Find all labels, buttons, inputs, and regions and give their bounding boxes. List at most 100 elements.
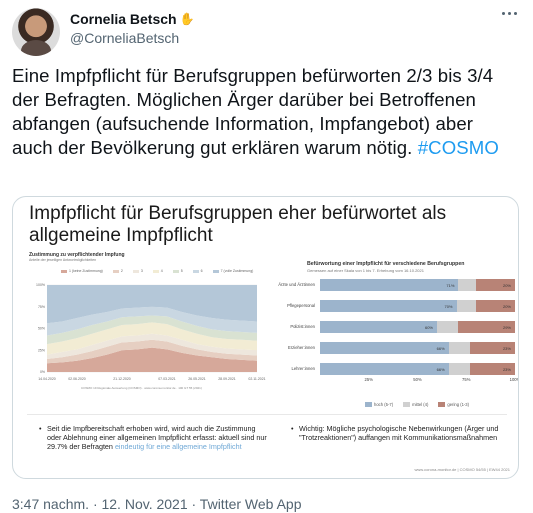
tweet-media-image[interactable]: Impfpflicht für Berufsgruppen eher befür… [12,196,519,479]
left-chart-area-series-2 [47,339,257,364]
right-chart-legend-item: gering (1-3) [438,402,469,408]
author-name[interactable]: Cornelia Betsch [70,11,177,27]
left-chart-x-tick: 26.05.2021 [188,377,206,381]
right-chart-data-label: 23% [502,367,511,372]
right-chart-data-label: 66% [436,346,445,351]
right-chart-bar-segment [448,342,471,354]
left-chart-x-tick: 14.04.2020 [38,377,56,381]
right-chart-bar-segment: 23% [470,363,515,375]
right-chart-data-label: 70% [444,304,453,309]
right-chart-x-tick: 75% [462,377,471,382]
right-chart-x-tick: 50% [413,377,422,382]
right-chart-bar-segment: 20% [476,300,515,312]
left-chart-x-tick: 07.03.2021 [158,377,176,381]
left-chart-legend-item: 5 [172,269,183,273]
right-chart-subtitle: Gemessen auf einer Skala von 1 bis 7. Er… [307,268,424,273]
right-chart-data-label: 66% [436,367,445,372]
left-chart-x-tick: 28.09.2021 [218,377,236,381]
bullet-icon: • [291,424,294,433]
left-chart-legend-item: 4 [152,269,163,273]
right-chart-legend-item: hoch (5-7) [365,402,393,408]
left-chart-y-tick: 25% [38,348,45,352]
left-note: • Seit die Impfbereitschaft erhoben wird,… [39,424,267,451]
right-bar-chart: Befürwortung einer Impfpflicht für versc… [275,252,518,412]
avatar[interactable] [12,8,60,56]
left-chart-title: Zustimmung zu verpflichtender Impfung [29,252,125,258]
right-chart-category-label: Lehrer:innen [291,366,315,371]
left-area-chart: Zustimmung zu verpflichtender Impfung An… [21,252,266,392]
right-chart-data-label: 60% [424,325,433,330]
right-chart-bar: 60% 29% [320,321,515,333]
author-block: Cornelia Betsch ✋ @CorneliaBetsch [70,10,195,47]
left-chart-legend-item: 3 [132,269,143,273]
left-chart-legend-item: 6 [192,269,203,273]
right-chart-bar-segment [456,300,476,312]
left-chart-x-tick: 02.11.2021 [248,377,266,381]
left-chart-legend-item: 7 (volle Zustimmung) [212,269,253,273]
left-chart-legend: 1 (keine Zustimmung) 2 3 4 5 6 7 (volle Zustim… [61,269,253,273]
right-chart-x-axis: 25% 50% 75% 100% [320,377,518,383]
left-chart-plot: 0% 25% 50% 75% 100% [36,283,257,374]
left-chart-area-series-4 [47,322,257,355]
right-chart-category-label: Polizist:innen [290,324,315,329]
right-chart-data-label: 20% [502,304,511,309]
right-chart-data-label: 23% [502,346,511,351]
vulcan-salute-icon: ✋ [179,12,195,26]
right-chart-bar-segment [437,321,459,333]
left-chart-subtitle: Anteile der jeweiligen Antwortmöglichkei… [29,258,97,262]
author-name-row[interactable]: Cornelia Betsch ✋ [70,10,195,28]
tweet-body: Eine Impfpflicht für Berufsgruppen befür… [12,65,494,158]
right-chart-bar: 66% 23% [320,363,515,375]
right-chart-x-tick: 100% [509,377,518,382]
right-chart-data-label: 71% [446,283,455,288]
left-chart-y-tick: 75% [38,305,45,309]
left-chart-area-series-5 [47,315,257,345]
right-chart-bar-segment: 20% [475,279,515,291]
left-chart-x-tick: 21.12.2020 [113,377,131,381]
right-note-text: Wichtig: Mögliche psychologische Nebenwi… [299,424,499,442]
right-chart-x-tick: 25% [364,377,373,382]
right-chart-data-label: 20% [502,283,511,288]
right-chart-bar-segment [458,279,476,291]
right-chart-bar-segment: 29% [458,321,515,333]
tweet-timestamp[interactable]: 3:47 nachm. · 12. Nov. 2021 · Twitter We… [12,496,302,512]
left-note-emphasis: eindeutig für eine allgemeine Impfpflich… [114,442,242,451]
left-chart-source: COSMO 19 Regionale Auswertung (COSMO) · … [81,386,202,390]
right-note: • Wichtig: Mögliche psychologische Nebenw… [291,424,499,442]
left-chart-area-series-1 [47,347,257,372]
slide-footer-source: www.corona-monitor.de | COSMO 54/55 | EW… [414,467,510,472]
tweet-text: Eine Impfpflicht für Berufsgruppen befür… [12,64,517,160]
hashtag-link[interactable]: #COSMO [417,137,499,158]
right-chart-bar-segment: 23% [470,342,515,354]
right-chart-bar: 70% 20% [320,300,515,312]
left-chart-area-series-6 [47,306,257,336]
left-chart-x-tick: 02.06.2020 [68,377,86,381]
tweet-header: Cornelia Betsch ✋ @CorneliaBetsch [12,8,521,56]
more-options-icon[interactable] [502,12,517,15]
left-chart-legend-item: 2 [112,269,123,273]
left-chart-area-series-3 [47,333,257,359]
author-handle[interactable]: @CorneliaBetsch [70,30,180,46]
slide-title-line-1: Impfpflicht für Berufsgruppen eher befür… [29,203,447,224]
right-chart-legend-item: mittel (4) [403,402,428,408]
right-chart-category-label: Ärzte und Ärztinnen [278,282,315,287]
right-chart-category-label: Erzieher:innen [287,345,315,350]
left-note-text: Seit die Impfbereitschaft erhoben wird, … [47,424,267,451]
right-chart-data-label: 29% [502,325,511,330]
right-chart-bar-segment: 66% [320,342,449,354]
left-chart-y-tick: 0% [40,370,45,374]
left-chart-area-series-7 [47,285,257,324]
right-chart-category-label: Pflegepersonal [287,303,315,308]
right-chart-bar-segment: 71% [320,279,459,291]
slide-title-line-2: allgemeine Impfpflicht [29,225,213,246]
right-chart-bar-segment [448,363,471,375]
slide-divider [27,414,507,415]
left-chart-y-tick: 100% [36,283,45,287]
left-chart-y-tick: 50% [38,327,45,331]
left-chart-legend-item: 1 (keine Zustimmung) [61,269,103,273]
right-chart-bar-segment: 60% [320,321,437,333]
right-chart-legend: hoch (5-7) mittel (4) gering (1-3) [365,402,469,408]
left-chart-x-axis: 14.04.2020 02.06.2020 21.12.2020 07.03.2021… [33,377,265,383]
slide-title: Impfpflicht für Berufsgruppen eher befür… [29,203,446,247]
bullet-icon: • [39,424,42,433]
